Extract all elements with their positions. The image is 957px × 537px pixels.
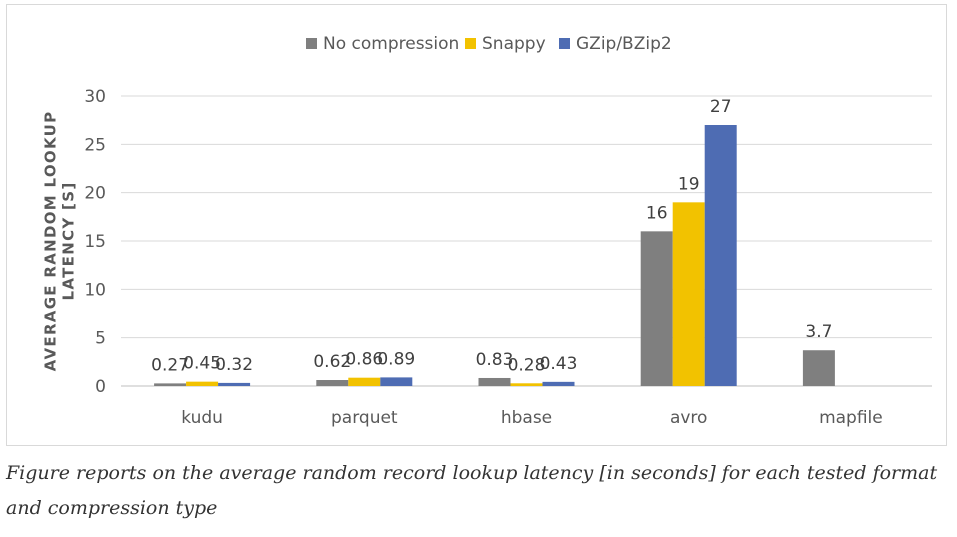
x-tick-label: kudu <box>181 408 223 428</box>
legend-swatch-gzip-bzip2 <box>559 38 570 49</box>
bar-mapfile-no-compression <box>802 350 835 386</box>
data-label: 19 <box>678 174 700 194</box>
data-label: 0.28 <box>508 355 546 375</box>
chart-frame: 0 5 10 15 20 25 30 AVERAGE RANDOM LOOKUPLATENCY… <box>6 4 947 446</box>
bar-parquet-snappy <box>348 377 381 386</box>
data-label: 0.86 <box>345 350 383 370</box>
bar-kudu-gzip-bzip2 <box>218 382 251 386</box>
y-tick-label: 0 <box>95 377 106 397</box>
data-label: 0.89 <box>377 349 415 369</box>
y-tick-label: 25 <box>84 135 106 155</box>
y-tick-label: 10 <box>84 280 106 300</box>
bar-hbase-snappy <box>510 383 543 386</box>
legend-label: Snappy <box>482 34 546 54</box>
bar-parquet-no-compression <box>316 380 349 386</box>
data-label: 3.7 <box>805 322 832 342</box>
data-label: 0.43 <box>540 354 578 374</box>
y-axis-title: AVERAGE RANDOM LOOKUPLATENCY [S] <box>42 111 78 372</box>
data-label: 0.83 <box>476 350 514 370</box>
y-tick-label: 20 <box>84 184 106 204</box>
data-label: 0.27 <box>151 355 189 375</box>
y-tick-label: 15 <box>84 232 106 252</box>
bar-avro-no-compression <box>640 231 673 386</box>
bar-kudu-snappy <box>186 381 219 386</box>
bar-hbase-no-compression <box>478 377 511 386</box>
data-label: 0.45 <box>183 354 221 374</box>
bar-avro-snappy <box>672 202 705 386</box>
data-label: 0.32 <box>215 355 253 375</box>
bar-chart: 0 5 10 15 20 25 30 AVERAGE RANDOM LOOKUPLATENCY… <box>42 34 932 428</box>
data-label: 0.62 <box>313 352 351 372</box>
legend-label: GZip/BZip2 <box>576 34 672 54</box>
data-label: 27 <box>710 97 732 117</box>
bar-parquet-gzip-bzip2 <box>380 377 413 386</box>
legend-swatch-no-compression <box>306 38 317 49</box>
y-axis-title-line-2: LATENCY [S] <box>60 182 78 301</box>
x-tick-label: hbase <box>501 408 552 428</box>
bar-avro-gzip-bzip2 <box>704 125 737 386</box>
legend-label: No compression <box>323 34 459 54</box>
figure-caption: Figure reports on the average random rec… <box>6 462 938 519</box>
legend-swatch-snappy <box>465 38 476 49</box>
y-tick-label: 5 <box>95 329 106 349</box>
x-tick-label: avro <box>670 408 708 428</box>
data-label: 16 <box>646 203 668 223</box>
bar-hbase-gzip-bzip2 <box>542 381 575 386</box>
x-tick-label: mapfile <box>819 408 883 428</box>
y-tick-label: 30 <box>84 87 106 107</box>
x-tick-label: parquet <box>331 408 398 428</box>
bar-kudu-no-compression <box>154 383 187 386</box>
y-axis-title-line-1: AVERAGE RANDOM LOOKUP <box>42 111 60 372</box>
